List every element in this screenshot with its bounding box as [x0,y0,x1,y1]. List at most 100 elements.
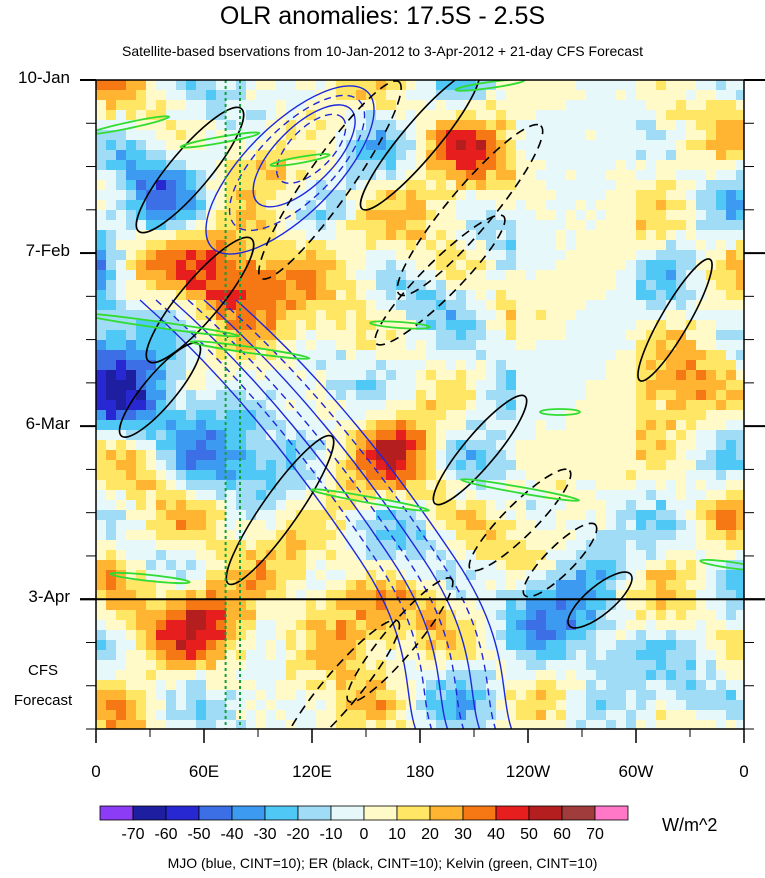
anomaly-cell [666,320,677,331]
anomaly-cell [556,80,567,91]
anomaly-cell [576,500,587,511]
anomaly-cell [556,680,567,691]
anomaly-cell [656,600,667,611]
anomaly-cell [426,120,437,131]
anomaly-cell [576,400,587,411]
anomaly-cell [666,550,677,561]
anomaly-cell [406,170,417,181]
anomaly-cell [106,500,117,511]
anomaly-cell [366,230,377,241]
anomaly-cell [436,110,447,121]
anomaly-cell [206,210,217,221]
anomaly-cell [546,520,557,531]
anomaly-cell [316,390,327,401]
anomaly-cell [236,290,247,301]
anomaly-cell [606,540,617,551]
anomaly-cell [636,660,647,671]
anomaly-cell [426,350,437,361]
anomaly-cell [356,420,367,431]
anomaly-cell [456,650,467,661]
anomaly-cell [166,570,177,581]
anomaly-cell [226,200,237,211]
anomaly-cell [296,150,307,161]
anomaly-cell [626,660,637,671]
anomaly-cell [246,120,257,131]
anomaly-cell [686,500,697,511]
anomaly-cell [226,170,237,181]
anomaly-cell [186,250,197,261]
anomaly-cell [306,180,317,191]
anomaly-cell [386,310,397,321]
anomaly-cell [516,660,527,671]
anomaly-cell [456,660,467,671]
anomaly-cell [306,600,317,611]
anomaly-cell [346,290,357,301]
anomaly-cell [396,360,407,371]
anomaly-cell [436,300,447,311]
anomaly-cell [276,220,287,231]
anomaly-cell [226,270,237,281]
anomaly-cell [556,260,567,271]
anomaly-cell [126,220,137,231]
anomaly-cell [386,350,397,361]
anomaly-cell [726,540,737,551]
anomaly-cell [566,330,577,341]
anomaly-cell [446,450,457,461]
anomaly-cell [696,490,707,501]
anomaly-cell [286,710,297,721]
anomaly-cell [146,610,157,621]
anomaly-cell [516,180,527,191]
anomaly-cell [416,270,427,281]
anomaly-cell [236,150,247,161]
anomaly-cell [536,180,547,191]
anomaly-cell [676,200,687,211]
anomaly-cell [546,610,557,621]
anomaly-cell [426,360,437,371]
anomaly-cell [226,400,237,411]
anomaly-cell [726,120,737,131]
anomaly-cell [116,680,127,691]
anomaly-cell [686,440,697,451]
anomaly-cell [386,390,397,401]
anomaly-cell [656,400,667,411]
anomaly-cell [416,360,427,371]
anomaly-cell [246,440,257,451]
anomaly-cell [206,600,217,611]
anomaly-cell [316,250,327,261]
anomaly-cell [726,130,737,141]
anomaly-cell [326,460,337,471]
anomaly-cell [716,490,727,501]
anomaly-cell [366,310,377,321]
anomaly-cell [426,680,437,691]
anomaly-cell [126,580,137,591]
colorbar-label: -10 [319,826,342,843]
anomaly-cell [536,610,547,621]
anomaly-cell [586,480,597,491]
anomaly-cell [516,260,527,271]
anomaly-cell [586,360,597,371]
anomaly-cell [556,110,567,121]
anomaly-cell [726,90,737,101]
anomaly-cell [676,320,687,331]
anomaly-cell [626,600,637,611]
anomaly-cell [606,560,617,571]
anomaly-cell [146,530,157,541]
anomaly-cell [336,210,347,221]
anomaly-cell [616,650,627,661]
anomaly-cell [286,410,297,421]
anomaly-cell [236,180,247,191]
anomaly-cell [396,400,407,411]
anomaly-cell [366,280,377,291]
anomaly-cell [306,290,317,301]
anomaly-cell [546,330,557,341]
anomaly-cell [196,690,207,701]
anomaly-cell [426,160,437,171]
anomaly-cell [686,250,697,261]
anomaly-cell [556,520,567,531]
anomaly-cell [226,570,237,581]
anomaly-cell [136,100,147,111]
anomaly-cell [236,260,247,271]
anomaly-cell [266,100,277,111]
anomaly-cell [256,380,267,391]
anomaly-cell [146,550,157,561]
